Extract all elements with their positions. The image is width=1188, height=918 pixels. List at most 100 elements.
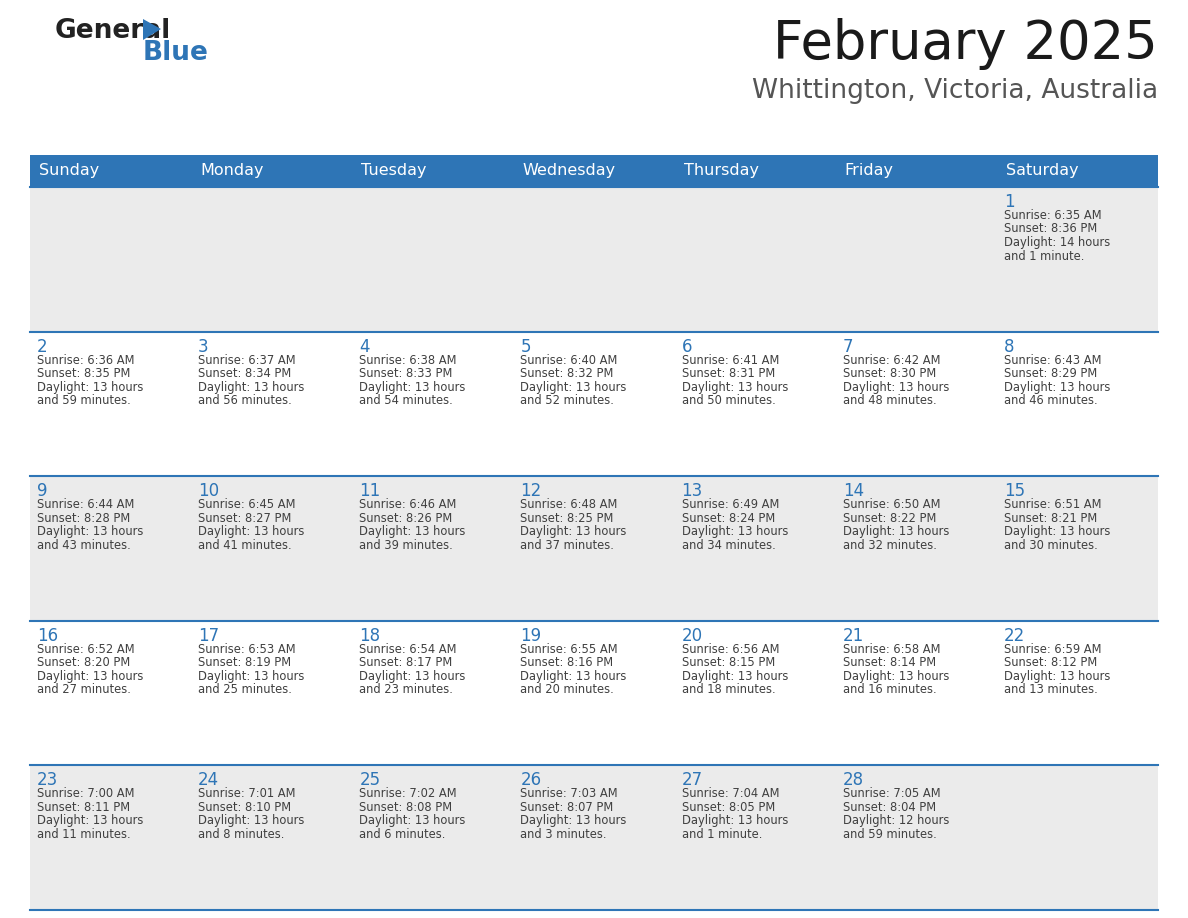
Text: Daylight: 13 hours: Daylight: 13 hours <box>37 814 144 827</box>
Text: Sunrise: 6:40 AM: Sunrise: 6:40 AM <box>520 353 618 366</box>
Text: Sunrise: 6:49 AM: Sunrise: 6:49 AM <box>682 498 779 511</box>
Text: and 54 minutes.: and 54 minutes. <box>359 394 453 407</box>
Text: and 59 minutes.: and 59 minutes. <box>842 828 936 841</box>
Bar <box>997 155 1158 187</box>
Text: and 39 minutes.: and 39 minutes. <box>359 539 453 552</box>
Text: 28: 28 <box>842 771 864 789</box>
Bar <box>30 621 1158 766</box>
Text: 24: 24 <box>198 771 220 789</box>
Text: and 25 minutes.: and 25 minutes. <box>198 683 292 696</box>
Text: Sunset: 8:10 PM: Sunset: 8:10 PM <box>198 800 291 814</box>
Text: and 56 minutes.: and 56 minutes. <box>198 394 292 407</box>
Text: 23: 23 <box>37 771 58 789</box>
Text: Sunset: 8:29 PM: Sunset: 8:29 PM <box>1004 367 1097 380</box>
Text: Sunrise: 6:44 AM: Sunrise: 6:44 AM <box>37 498 134 511</box>
Text: Sunrise: 6:43 AM: Sunrise: 6:43 AM <box>1004 353 1101 366</box>
Text: 1: 1 <box>1004 193 1015 211</box>
Text: 17: 17 <box>198 627 220 644</box>
Text: and 11 minutes.: and 11 minutes. <box>37 828 131 841</box>
Text: 14: 14 <box>842 482 864 500</box>
Text: 11: 11 <box>359 482 380 500</box>
Text: and 59 minutes.: and 59 minutes. <box>37 394 131 407</box>
Text: Sunrise: 6:36 AM: Sunrise: 6:36 AM <box>37 353 134 366</box>
Text: 2: 2 <box>37 338 48 355</box>
Text: Tuesday: Tuesday <box>361 163 426 178</box>
Text: Daylight: 13 hours: Daylight: 13 hours <box>682 814 788 827</box>
Text: Saturday: Saturday <box>1006 163 1079 178</box>
Text: Daylight: 13 hours: Daylight: 13 hours <box>1004 381 1111 394</box>
Text: Sunrise: 6:58 AM: Sunrise: 6:58 AM <box>842 643 940 655</box>
Text: Sunset: 8:05 PM: Sunset: 8:05 PM <box>682 800 775 814</box>
Text: Sunset: 8:27 PM: Sunset: 8:27 PM <box>198 511 291 525</box>
Text: Sunset: 8:08 PM: Sunset: 8:08 PM <box>359 800 453 814</box>
Text: 26: 26 <box>520 771 542 789</box>
Text: Daylight: 13 hours: Daylight: 13 hours <box>1004 670 1111 683</box>
Text: Sunset: 8:12 PM: Sunset: 8:12 PM <box>1004 656 1097 669</box>
Polygon shape <box>143 19 162 40</box>
Text: Daylight: 13 hours: Daylight: 13 hours <box>198 525 304 538</box>
Text: Sunset: 8:04 PM: Sunset: 8:04 PM <box>842 800 936 814</box>
Text: Daylight: 13 hours: Daylight: 13 hours <box>1004 525 1111 538</box>
Text: 6: 6 <box>682 338 693 355</box>
Text: Sunrise: 7:02 AM: Sunrise: 7:02 AM <box>359 788 457 800</box>
Text: Sunset: 8:14 PM: Sunset: 8:14 PM <box>842 656 936 669</box>
Text: and 1 minute.: and 1 minute. <box>1004 250 1085 263</box>
Text: Sunrise: 6:48 AM: Sunrise: 6:48 AM <box>520 498 618 511</box>
Text: and 1 minute.: and 1 minute. <box>682 828 762 841</box>
Bar <box>30 766 1158 910</box>
Text: Daylight: 13 hours: Daylight: 13 hours <box>842 670 949 683</box>
Text: and 30 minutes.: and 30 minutes. <box>1004 539 1098 552</box>
Text: Daylight: 13 hours: Daylight: 13 hours <box>198 670 304 683</box>
Text: Daylight: 13 hours: Daylight: 13 hours <box>359 381 466 394</box>
Text: Sunset: 8:32 PM: Sunset: 8:32 PM <box>520 367 614 380</box>
Text: and 43 minutes.: and 43 minutes. <box>37 539 131 552</box>
Text: Sunrise: 6:45 AM: Sunrise: 6:45 AM <box>198 498 296 511</box>
Text: Daylight: 13 hours: Daylight: 13 hours <box>37 525 144 538</box>
Text: Sunset: 8:21 PM: Sunset: 8:21 PM <box>1004 511 1097 525</box>
Text: General: General <box>55 18 171 44</box>
Text: Sunrise: 6:52 AM: Sunrise: 6:52 AM <box>37 643 134 655</box>
Text: Sunday: Sunday <box>39 163 100 178</box>
Text: and 46 minutes.: and 46 minutes. <box>1004 394 1098 407</box>
Bar <box>30 331 1158 476</box>
Text: 27: 27 <box>682 771 702 789</box>
Text: 7: 7 <box>842 338 853 355</box>
Text: and 27 minutes.: and 27 minutes. <box>37 683 131 696</box>
Text: Sunset: 8:24 PM: Sunset: 8:24 PM <box>682 511 775 525</box>
Text: Sunset: 8:31 PM: Sunset: 8:31 PM <box>682 367 775 380</box>
Text: 20: 20 <box>682 627 702 644</box>
Bar <box>675 155 835 187</box>
Text: 18: 18 <box>359 627 380 644</box>
Text: Daylight: 13 hours: Daylight: 13 hours <box>842 381 949 394</box>
Text: 19: 19 <box>520 627 542 644</box>
Text: 10: 10 <box>198 482 220 500</box>
Text: Sunset: 8:20 PM: Sunset: 8:20 PM <box>37 656 131 669</box>
Text: and 8 minutes.: and 8 minutes. <box>198 828 284 841</box>
Bar <box>30 155 191 187</box>
Text: Daylight: 13 hours: Daylight: 13 hours <box>198 381 304 394</box>
Text: and 32 minutes.: and 32 minutes. <box>842 539 936 552</box>
Text: Sunrise: 7:03 AM: Sunrise: 7:03 AM <box>520 788 618 800</box>
Text: and 34 minutes.: and 34 minutes. <box>682 539 776 552</box>
Text: Daylight: 14 hours: Daylight: 14 hours <box>1004 236 1110 249</box>
Text: Sunset: 8:35 PM: Sunset: 8:35 PM <box>37 367 131 380</box>
Text: Daylight: 13 hours: Daylight: 13 hours <box>682 525 788 538</box>
Text: Sunrise: 6:41 AM: Sunrise: 6:41 AM <box>682 353 779 366</box>
Text: Sunrise: 7:04 AM: Sunrise: 7:04 AM <box>682 788 779 800</box>
Text: Thursday: Thursday <box>683 163 759 178</box>
Text: Daylight: 13 hours: Daylight: 13 hours <box>359 670 466 683</box>
Text: Sunset: 8:36 PM: Sunset: 8:36 PM <box>1004 222 1097 236</box>
Text: Sunrise: 6:51 AM: Sunrise: 6:51 AM <box>1004 498 1101 511</box>
Text: Monday: Monday <box>200 163 264 178</box>
Text: 5: 5 <box>520 338 531 355</box>
Text: Daylight: 13 hours: Daylight: 13 hours <box>198 814 304 827</box>
Text: and 6 minutes.: and 6 minutes. <box>359 828 446 841</box>
Text: Sunrise: 6:38 AM: Sunrise: 6:38 AM <box>359 353 456 366</box>
Text: 3: 3 <box>198 338 209 355</box>
Text: Sunset: 8:11 PM: Sunset: 8:11 PM <box>37 800 131 814</box>
Text: Sunset: 8:30 PM: Sunset: 8:30 PM <box>842 367 936 380</box>
Text: Sunset: 8:16 PM: Sunset: 8:16 PM <box>520 656 613 669</box>
Text: and 3 minutes.: and 3 minutes. <box>520 828 607 841</box>
Text: Daylight: 13 hours: Daylight: 13 hours <box>842 525 949 538</box>
Text: February 2025: February 2025 <box>773 18 1158 70</box>
